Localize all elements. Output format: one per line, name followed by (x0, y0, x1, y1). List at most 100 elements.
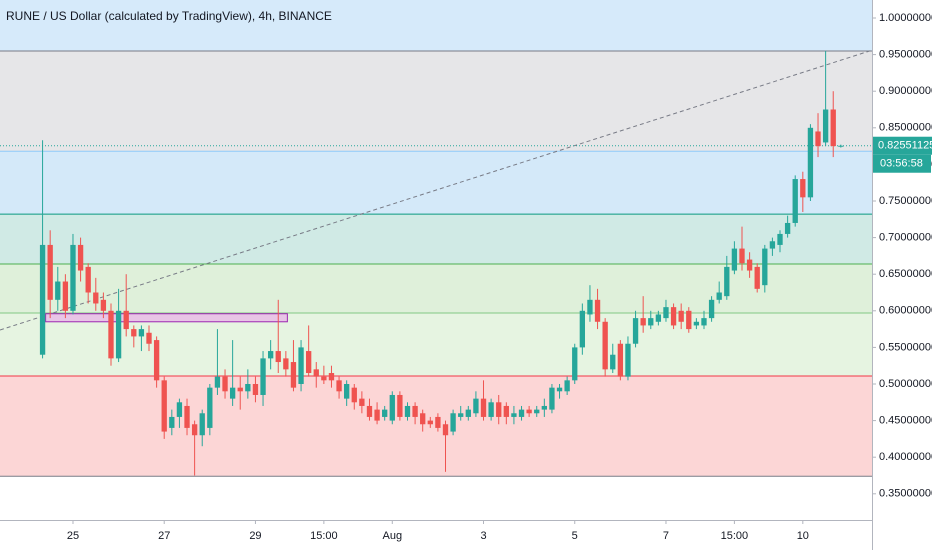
candle-body (708, 299, 715, 319)
rectangle-drawing (45, 313, 288, 323)
candle-body (138, 329, 145, 337)
trendline (0, 49, 873, 331)
fib-fill (0, 263, 872, 313)
candle-body (184, 405, 190, 428)
candle-body (47, 244, 53, 300)
candle-body (602, 321, 608, 370)
candle-body (359, 398, 365, 406)
candle-body (70, 244, 76, 311)
candle-body (541, 405, 547, 410)
candle-body (397, 394, 403, 417)
candle-body (93, 292, 99, 304)
candle-body (670, 307, 677, 326)
y-tick-label: 0.70000000 (879, 232, 932, 244)
candle-body (511, 413, 517, 417)
candle-body (724, 266, 730, 297)
candle-body (123, 310, 129, 330)
candle-body (283, 358, 289, 370)
candle-body (435, 416, 441, 428)
candle-body (534, 409, 540, 414)
candle-body (77, 244, 84, 271)
candle-body (85, 266, 91, 293)
candle-body (146, 332, 152, 344)
candle-body (731, 248, 738, 271)
candle-body (351, 387, 357, 403)
candle-body (450, 413, 456, 432)
candle-body (298, 347, 304, 384)
candle-body (579, 310, 586, 348)
candle-body (321, 376, 327, 381)
candle-body (55, 281, 61, 300)
candle-body (480, 398, 487, 417)
y-tick-label: 1.00000000 (879, 12, 932, 24)
countdown-label: 03:56:58 (880, 158, 923, 170)
candle-body (830, 109, 836, 147)
candle-body (207, 387, 213, 428)
y-tick-label: 0.45000000 (879, 415, 932, 427)
x-tick-label: 10 (797, 530, 809, 542)
candle-body (229, 387, 236, 399)
candle-body (153, 340, 160, 381)
y-tick-label: 0.65000000 (879, 268, 932, 280)
candle-body (549, 387, 555, 410)
candle-body (693, 321, 700, 326)
candle-body (412, 405, 418, 417)
candle-body (572, 347, 578, 381)
candle-body (404, 405, 411, 417)
candle-body (427, 420, 433, 425)
x-tick-label: 15:00 (310, 530, 338, 542)
y-tick-label: 0.75000000 (879, 195, 932, 207)
candle-body (807, 127, 814, 198)
candle-body (762, 248, 768, 286)
candle-body (518, 409, 525, 417)
candle-body (625, 343, 631, 377)
candle-body (39, 244, 46, 355)
candle-body (245, 383, 251, 392)
candle-body (344, 383, 350, 399)
y-tick-label: 0.35000000 (879, 488, 932, 500)
countdown-box (873, 154, 931, 173)
y-tick-label: 0.85000000 (879, 122, 932, 134)
candle-body (108, 310, 114, 359)
time-axis-bg (0, 520, 872, 550)
candle-body (663, 307, 669, 319)
x-tick-label: 29 (249, 530, 261, 542)
candle-body (420, 413, 426, 425)
candle-body (640, 318, 646, 326)
candle-body (838, 145, 844, 147)
candle-body (260, 358, 266, 395)
candle-body (305, 351, 312, 374)
y-tick-label: 0.95000000 (879, 49, 932, 61)
candle-body (564, 380, 570, 392)
candle-body (617, 343, 624, 377)
candle-body (214, 376, 221, 388)
x-tick-label: Aug (382, 530, 402, 542)
candle-body (815, 131, 821, 147)
candle-body (632, 318, 639, 344)
candle-body (442, 424, 449, 436)
candle-body (458, 413, 464, 417)
candle-body (556, 387, 563, 392)
last-price-label: 0.82551125 (878, 140, 932, 152)
candle-body (594, 299, 601, 322)
candle-body (336, 380, 342, 392)
candle-body (62, 281, 69, 311)
candle-body (382, 409, 388, 417)
candle-body (473, 398, 479, 414)
y-tick-label: 0.50000000 (879, 378, 932, 390)
candle-body (496, 402, 502, 417)
y-tick-label: 0.60000000 (879, 305, 932, 317)
candle-body (777, 233, 783, 245)
candle-body (686, 310, 692, 330)
y-tick-label: 0.40000000 (879, 451, 932, 463)
candle-body (252, 383, 259, 395)
candle-body (701, 318, 707, 326)
candle-body (503, 405, 509, 417)
candle-body (222, 376, 228, 392)
candle-body (784, 222, 791, 234)
candle-body (746, 259, 753, 271)
candle-body (792, 179, 798, 223)
candle-body (161, 380, 167, 432)
